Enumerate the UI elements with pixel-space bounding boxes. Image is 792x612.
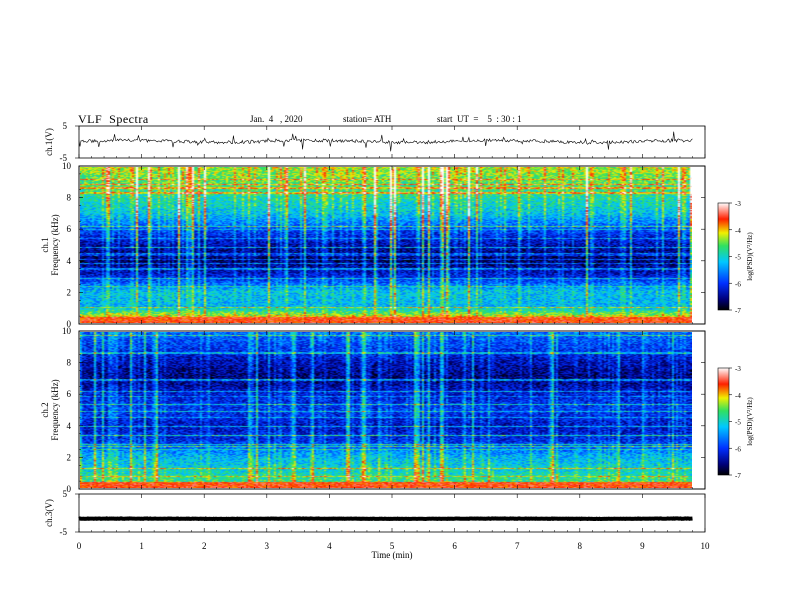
- y-axis-label: ch.3(V): [44, 499, 54, 527]
- y-axis-label: Frequency (kHz): [50, 214, 60, 275]
- colorbar-tick-label: -5: [735, 419, 741, 427]
- channel-label: ch.1: [40, 237, 50, 252]
- colorbar-label: log(PSD)(V²/Hz): [746, 397, 754, 446]
- ch3-waveform-panel: [78, 493, 706, 533]
- y-tick-label: 2: [67, 452, 72, 462]
- x-tick-label: 1: [139, 541, 144, 551]
- colorbar-tick-label: -7: [735, 307, 741, 315]
- y-tick-label: 6: [67, 224, 72, 234]
- colorbar-tick-label: -4: [735, 227, 741, 235]
- channel-label: ch.2: [40, 402, 50, 417]
- y-axis-label: Frequency (kHz): [50, 379, 60, 440]
- y-tick-label: 10: [62, 326, 72, 336]
- colorbar-tick-label: -6: [735, 280, 741, 288]
- x-tick-label: 5: [390, 541, 395, 551]
- x-tick-label: 6: [452, 541, 457, 551]
- ch1-colorbar: [717, 202, 730, 311]
- x-tick-label: 10: [701, 541, 711, 551]
- ch1-waveform-line: [78, 131, 693, 152]
- ch1-spectrogram-panel: [78, 165, 706, 325]
- y-tick-label: -5: [60, 527, 68, 537]
- date-label: Jan. 4 , 2020: [250, 114, 303, 124]
- x-tick-label: 9: [640, 541, 645, 551]
- ch1-waveform-panel: [78, 125, 706, 159]
- chart-title: VLF Spectra: [78, 112, 149, 126]
- ch2-colorbar: [717, 367, 730, 476]
- ch1-spectrogram-image: [80, 167, 692, 323]
- y-tick-label: 2: [67, 287, 72, 297]
- y-tick-label: 0: [67, 319, 72, 329]
- x-tick-label: 3: [265, 541, 270, 551]
- y-tick-label: 4: [67, 256, 72, 266]
- x-tick-label: 7: [515, 541, 520, 551]
- colorbar-label: log(PSD)(V²/Hz): [746, 232, 754, 281]
- y-tick-label: 8: [67, 193, 72, 203]
- colorbar-tick-label: -4: [735, 392, 741, 400]
- colorbar-tick-label: -7: [735, 472, 741, 480]
- x-tick-label: 8: [578, 541, 583, 551]
- y-tick-label: 10: [62, 161, 72, 171]
- x-axis-label: Time (min): [372, 550, 413, 560]
- start-time-label: start UT = 5 : 30 : 1: [437, 114, 522, 124]
- ch3-waveform-line: [78, 516, 693, 522]
- colorbar-tick-label: -3: [735, 365, 741, 373]
- y-tick-label: 5: [63, 489, 68, 499]
- station-label: station= ATH: [343, 114, 392, 124]
- x-tick-label: 0: [77, 541, 82, 551]
- x-tick-label: 4: [327, 541, 332, 551]
- y-tick-label: 8: [67, 358, 72, 368]
- y-tick-label: 5: [63, 121, 68, 131]
- y-tick-label: 0: [67, 484, 72, 494]
- y-tick-label: 4: [67, 421, 72, 431]
- ch2-spectrogram-panel: [78, 330, 706, 490]
- ch2-spectrogram-image: [80, 332, 692, 488]
- y-tick-label: -5: [60, 153, 68, 163]
- x-tick-label: 2: [202, 541, 207, 551]
- colorbar-tick-label: -5: [735, 254, 741, 262]
- colorbar-tick-label: -6: [735, 445, 741, 453]
- y-axis-label: ch.1(V): [44, 128, 54, 156]
- y-tick-label: 6: [67, 389, 72, 399]
- colorbar-tick-label: -3: [735, 200, 741, 208]
